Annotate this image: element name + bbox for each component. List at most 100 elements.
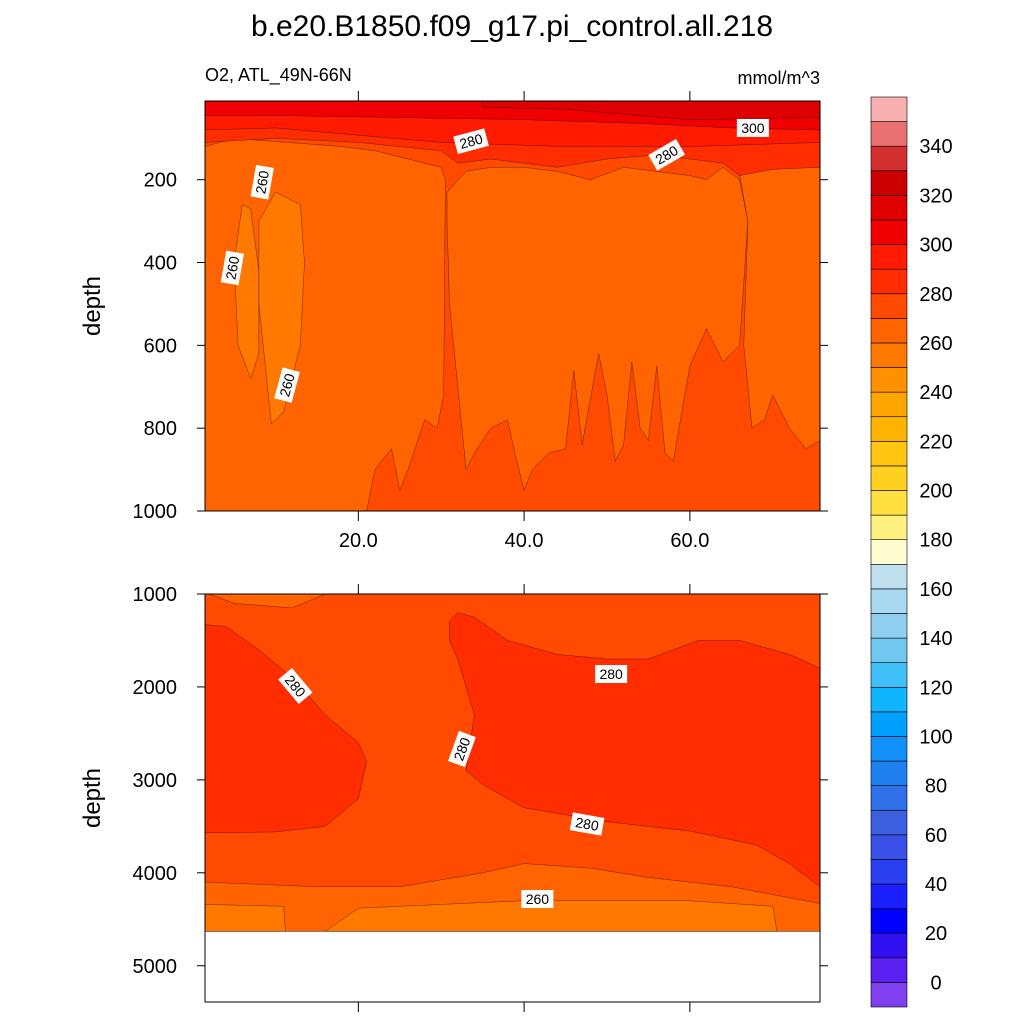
y-tick-label: 400 xyxy=(144,253,177,275)
y-tick-label: 3000 xyxy=(133,770,178,792)
colorbar-box xyxy=(870,219,908,245)
contour-label-box xyxy=(736,118,769,137)
colorbar-box xyxy=(870,662,908,688)
colorbar-box xyxy=(870,613,908,639)
colorbar-box xyxy=(870,465,908,491)
colorbar-box xyxy=(870,686,908,713)
colorbar-box xyxy=(870,195,908,221)
contour-region xyxy=(324,900,778,932)
colorbar-box xyxy=(870,760,908,786)
colorbar-box xyxy=(870,932,908,959)
contour-label: 260 xyxy=(250,164,274,200)
contour-label-box xyxy=(274,367,300,403)
y-axis-label: depth xyxy=(79,768,106,828)
colorbar-box xyxy=(870,367,908,393)
colorbar-label: 0 xyxy=(930,972,941,994)
x-tick-label: 60.0 xyxy=(670,530,709,552)
colorbar-label: 60 xyxy=(925,825,947,847)
contour-label-text: 280 xyxy=(574,814,600,834)
contour-label-text: 260 xyxy=(252,169,272,195)
contour-label-text: 300 xyxy=(741,120,765,136)
colorbar-box xyxy=(870,982,908,1008)
colorbar-box xyxy=(870,170,908,196)
colorbar-label: 240 xyxy=(919,382,952,404)
colorbar-label: 340 xyxy=(919,136,952,158)
colorbar-box xyxy=(870,711,908,737)
colorbar-box xyxy=(870,834,908,860)
colorbar-box xyxy=(870,121,908,147)
colorbar-label: 80 xyxy=(925,776,947,798)
contour-label-box xyxy=(569,812,605,836)
colorbar-box xyxy=(870,514,908,541)
contour-region xyxy=(482,101,820,120)
contour-label: 280 xyxy=(595,665,628,684)
colorbar-label: 200 xyxy=(919,481,952,503)
y-tick-label: 4000 xyxy=(133,863,178,885)
colorbar-box xyxy=(870,96,908,122)
colorbar-box xyxy=(870,293,908,319)
contour-label: 260 xyxy=(521,890,554,909)
colorbar-box xyxy=(870,539,908,565)
colorbar-label: 120 xyxy=(919,677,952,699)
colorbar-box xyxy=(870,391,908,418)
y-tick-label: 2000 xyxy=(133,677,178,699)
y-tick-label: 1000 xyxy=(133,584,178,606)
contour-label: 300 xyxy=(736,118,769,137)
contour-label-text: 260 xyxy=(526,891,550,907)
colorbar-box xyxy=(870,883,908,909)
colorbar-label: 140 xyxy=(919,628,952,650)
contour-label-text: 280 xyxy=(599,666,623,682)
contour-label-text: 280 xyxy=(450,735,473,763)
contour-region xyxy=(205,904,286,932)
colorbar-label: 180 xyxy=(919,530,952,552)
contour-label-box xyxy=(278,667,313,705)
colorbar-box xyxy=(870,859,908,885)
colorbar-box xyxy=(870,908,908,934)
contour-label-box xyxy=(648,139,686,171)
colorbar-label: 260 xyxy=(919,333,952,355)
contour-label: 280 xyxy=(448,730,476,768)
colorbar-label: 160 xyxy=(919,579,952,601)
contour-label-box xyxy=(453,128,489,155)
contour-label-text: 260 xyxy=(222,255,242,281)
axes-frame xyxy=(204,593,821,1003)
contour-region xyxy=(446,166,749,492)
colorbar-label: 100 xyxy=(919,726,952,748)
units: mmol/m^3 xyxy=(738,68,820,88)
contour-label-text: 280 xyxy=(458,130,485,152)
contour-label-box xyxy=(448,730,476,768)
contour-label-box xyxy=(250,164,274,200)
chart-title: b.e20.B1850.f09_g17.pi_control.all.218 xyxy=(251,10,773,43)
colorbar-box xyxy=(870,637,908,663)
colorbar-box xyxy=(870,588,908,614)
x-tick-label: 20.0 xyxy=(339,530,378,552)
contour-label: 260 xyxy=(220,250,244,286)
colorbar-label: 20 xyxy=(925,923,947,945)
contour-region xyxy=(258,191,305,425)
colorbar-label: 280 xyxy=(919,284,952,306)
colorbar-box xyxy=(870,244,908,270)
contour-region xyxy=(209,594,326,609)
x-tick-label: 40.0 xyxy=(505,530,544,552)
colorbar-box xyxy=(870,416,908,442)
y-tick-label: 800 xyxy=(144,418,177,440)
colorbar-box xyxy=(870,809,908,836)
colorbar-label: 320 xyxy=(919,185,952,207)
contour-label: 280 xyxy=(453,128,489,155)
contour-label-box xyxy=(521,890,554,909)
axes-frame xyxy=(204,100,821,512)
y-tick-label: 5000 xyxy=(133,956,178,978)
contour-label: 280 xyxy=(569,812,605,836)
y-axis-label: depth xyxy=(79,276,106,336)
colorbar-box xyxy=(870,145,908,172)
colorbar-label: 40 xyxy=(925,874,947,896)
contour-region xyxy=(739,167,820,450)
y-tick-label: 600 xyxy=(144,335,177,357)
contour-label-box xyxy=(595,665,628,684)
colorbar-box xyxy=(870,736,908,762)
colorbar-box xyxy=(870,318,908,344)
colorbar-box xyxy=(870,268,908,295)
contour-region xyxy=(449,612,820,888)
